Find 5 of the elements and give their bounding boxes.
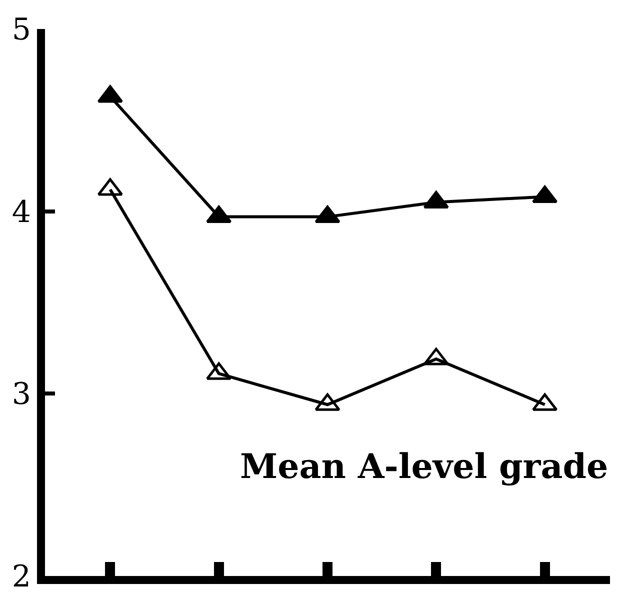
y-tick-label: 4 [12,194,31,230]
y-tick-label: 2 [12,560,31,594]
y-tick-label: 5 [12,12,31,48]
y-tick-label: 3 [12,377,31,412]
annotation: Mean A-level grade [240,447,608,487]
